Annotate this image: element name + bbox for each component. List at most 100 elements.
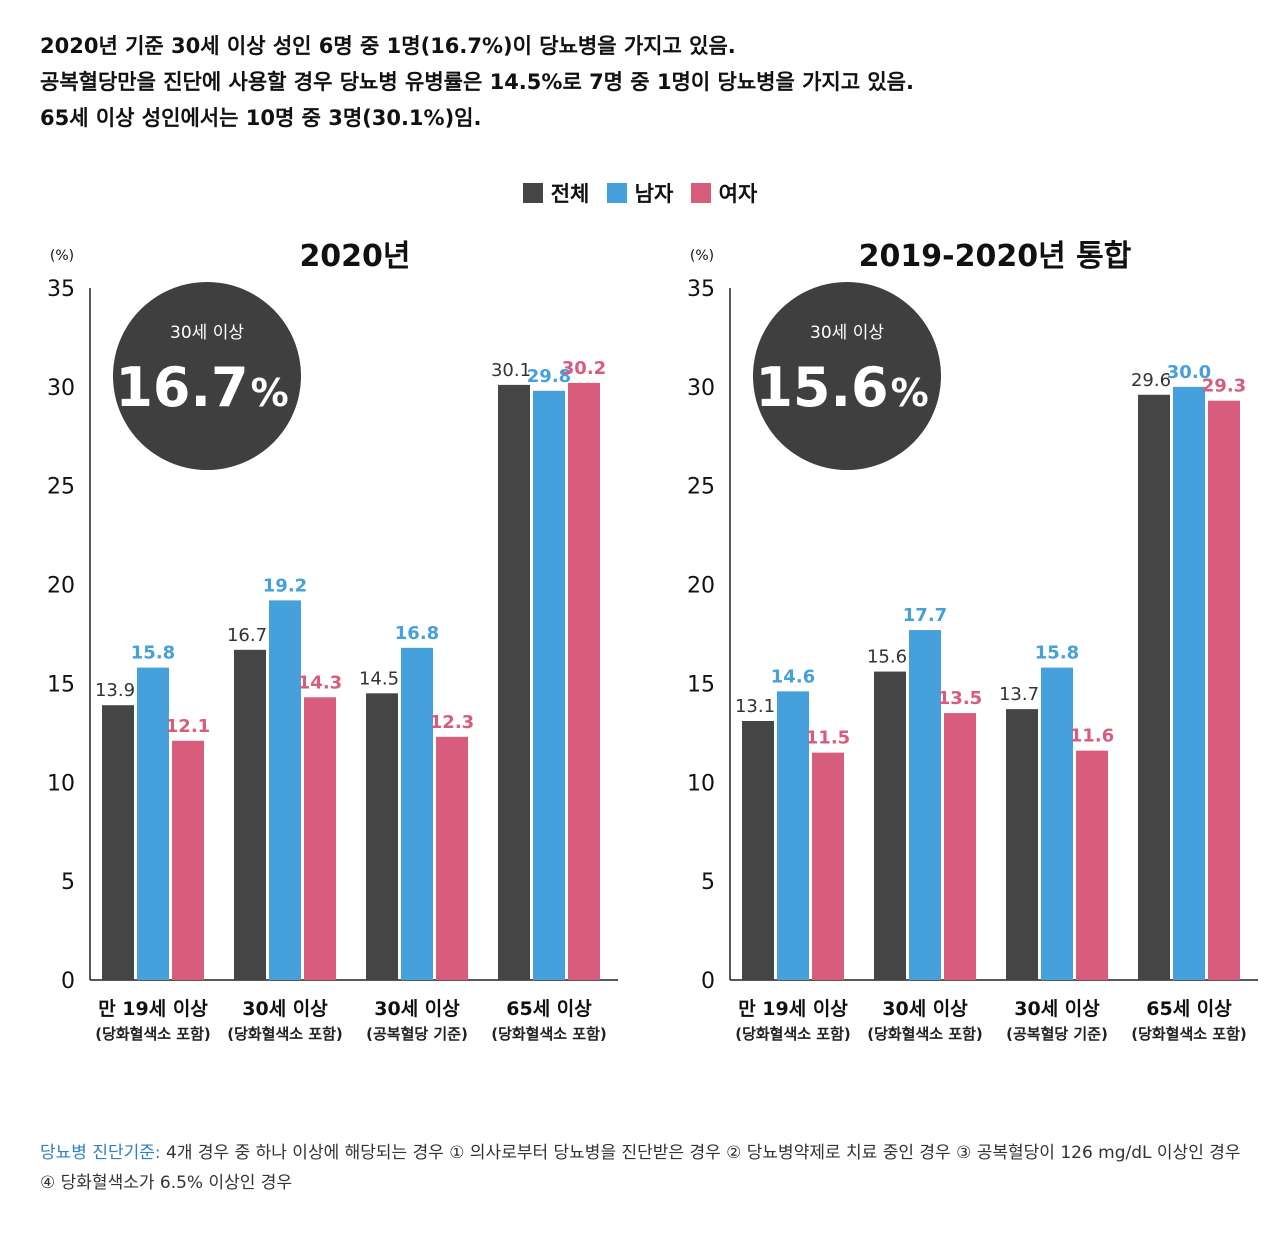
y-tick-label: 10 [47,771,75,796]
x-category-sublabel: (당화혈색소 포함) [1131,1025,1247,1043]
x-category-sublabel: (당화혈색소 포함) [735,1025,851,1043]
bar [777,691,809,980]
y-tick-label: 10 [687,771,715,796]
bar [812,752,844,980]
badge-unit: % [251,371,289,415]
bar-value-label: 29.8 [527,366,571,387]
badge-value: 15.6% [755,356,928,419]
x-category-label: 65세 이상 [1146,998,1232,1020]
bar [1041,667,1073,980]
badge-number: 16.7 [115,356,248,419]
bar-value-label: 14.5 [359,668,399,689]
y-tick-label: 0 [61,969,75,994]
bar [436,736,468,980]
bar [568,382,600,981]
legend-label: 남자 [634,182,674,206]
bar-value-label: 14.3 [298,672,342,693]
x-category-sublabel: (당화혈색소 포함) [867,1025,983,1043]
highlight-badge [113,282,301,470]
bar-value-label: 16.8 [395,623,439,644]
bar [401,647,433,980]
y-tick-label: 25 [687,475,715,500]
legend-swatch [606,183,627,203]
bar [944,713,976,980]
x-category-sublabel: (당화혈색소 포함) [227,1025,343,1043]
x-category-sublabel: (당화혈색소 포함) [95,1025,211,1043]
bar [1173,386,1205,980]
bar-value-label: 29.6 [1131,370,1171,391]
summary-line: 65세 이상 성인에서는 10명 중 3명(30.1%)임. [40,106,482,130]
bar [909,630,941,980]
bar-value-label: 19.2 [263,575,307,596]
x-category-label: 30세 이상 [1014,998,1100,1020]
bar [533,390,565,981]
x-category-label: 30세 이상 [242,998,328,1020]
badge-label: 30세 이상 [810,323,884,343]
bar-value-label: 11.6 [1070,726,1114,747]
y-tick-label: 30 [47,376,75,401]
y-tick-label: 30 [687,376,715,401]
highlight-badge [753,282,941,470]
bar-value-label: 29.3 [1202,376,1246,397]
legend-label: 여자 [718,182,758,206]
badge-number: 15.6 [755,356,888,419]
bar [1076,750,1108,980]
bar-value-label: 13.7 [999,684,1039,705]
x-category-sublabel: (공복혈당 기준) [1006,1025,1108,1043]
bar [366,693,398,980]
bar-value-label: 15.8 [1035,643,1079,664]
x-category-label: 30세 이상 [374,998,460,1020]
y-tick-label: 5 [61,870,75,895]
bar [1208,400,1240,980]
x-category-label: 만 19세 이상 [738,998,848,1020]
y-axis-unit: (%) [690,248,714,264]
bar-value-label: 12.1 [166,716,210,737]
bar [1138,394,1170,980]
y-tick-label: 15 [687,672,715,697]
legend-swatch [690,183,711,203]
legend-item-total: 전체 [522,178,590,208]
x-category-label: 30세 이상 [882,998,968,1020]
summary-line: 2020년 기준 30세 이상 성인 6명 중 1명(16.7%)이 당뇨병을 … [40,34,736,58]
bar-value-label: 12.3 [430,712,474,733]
legend-item-female: 여자 [690,178,758,208]
y-tick-label: 35 [47,277,75,302]
y-tick-label: 5 [701,870,715,895]
chart-title: 2020년 [299,239,410,274]
y-tick-label: 25 [47,475,75,500]
bar-value-label: 30.1 [491,360,531,381]
chart-title: 2019-2020년 통합 [859,239,1132,274]
bar [498,384,530,980]
bar-value-label: 15.8 [131,643,175,664]
bar [874,671,906,980]
bar-value-label: 13.9 [95,680,135,701]
legend-label: 전체 [550,182,590,206]
y-tick-label: 0 [701,969,715,994]
bar [102,705,134,980]
y-tick-label: 35 [687,277,715,302]
bar-value-label: 13.1 [735,696,775,717]
footnote: 당뇨병 진단기준: 4개 경우 중 하나 이상에 해당되는 경우 ① 의사로부터… [40,1138,1250,1198]
y-tick-label: 20 [47,574,75,599]
bar-value-label: 30.0 [1167,362,1211,383]
bar-value-label: 17.7 [903,605,947,626]
legend-item-male: 남자 [606,178,674,208]
bar-value-label: 30.2 [562,358,606,379]
x-category-label: 만 19세 이상 [98,998,208,1020]
bar-value-label: 15.6 [867,647,907,668]
footnote-label: 당뇨병 진단기준: [40,1143,161,1163]
summary-line: 공복혈당만을 진단에 사용할 경우 당뇨병 유병률은 14.5%로 7명 중 1… [40,70,914,94]
x-category-sublabel: (당화혈색소 포함) [491,1025,607,1043]
bar [172,740,204,980]
bar-value-label: 13.5 [938,688,982,709]
badge-unit: % [891,371,929,415]
summary: 2020년 기준 30세 이상 성인 6명 중 1명(16.7%)이 당뇨병을 … [40,28,914,136]
bar-value-label: 11.5 [806,728,850,749]
footnote-text: 4개 경우 중 하나 이상에 해당되는 경우 ① 의사로부터 당뇨병을 진단받은… [40,1143,1241,1193]
bar [304,697,336,980]
chart-legend: 전체 남자 여자 [0,178,1280,208]
y-tick-label: 20 [687,574,715,599]
badge-label: 30세 이상 [170,323,244,343]
y-tick-label: 15 [47,672,75,697]
bar [137,667,169,980]
